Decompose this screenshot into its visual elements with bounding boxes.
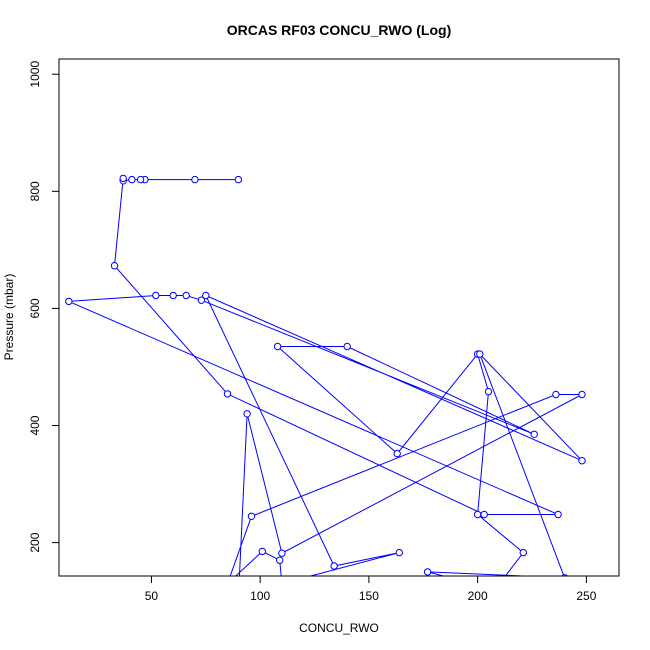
series-line bbox=[68, 178, 583, 576]
data-point bbox=[128, 175, 136, 184]
data-point bbox=[273, 342, 282, 351]
data-point bbox=[578, 390, 586, 399]
data-point bbox=[276, 556, 284, 564]
x-tick-label: 100 bbox=[250, 589, 270, 603]
data-point bbox=[473, 510, 482, 519]
data-point bbox=[235, 595, 241, 601]
data-point bbox=[119, 174, 127, 183]
x-tick-label: 50 bbox=[145, 589, 159, 603]
data-point bbox=[519, 548, 527, 557]
data-point bbox=[492, 586, 498, 592]
data-point bbox=[243, 410, 251, 418]
data-point bbox=[247, 512, 256, 520]
data-point bbox=[191, 175, 199, 184]
data-point bbox=[393, 449, 401, 458]
y-tick-label: 1000 bbox=[28, 61, 42, 88]
y-axis-label: Pressure (mbar) bbox=[2, 274, 16, 361]
data-point bbox=[152, 291, 160, 300]
data-point bbox=[202, 291, 210, 300]
x-axis: 50 100 150 200 250 bbox=[145, 575, 597, 603]
data-point bbox=[330, 562, 338, 570]
data-point bbox=[530, 430, 538, 438]
data-point bbox=[110, 262, 119, 270]
data-point bbox=[480, 510, 488, 519]
x-tick-label: 250 bbox=[576, 589, 596, 603]
data-point bbox=[169, 291, 177, 300]
data-point bbox=[343, 342, 351, 351]
data-point bbox=[578, 457, 586, 465]
plot-area bbox=[65, 174, 586, 601]
y-tick-label: 400 bbox=[28, 415, 42, 435]
y-axis: 200 400 600 800 1000 bbox=[28, 61, 60, 553]
x-tick-label: 150 bbox=[359, 589, 379, 603]
data-point bbox=[65, 297, 73, 306]
data-point bbox=[234, 175, 243, 184]
data-point bbox=[395, 548, 403, 557]
data-point bbox=[136, 175, 145, 184]
data-point bbox=[552, 390, 560, 399]
data-point bbox=[197, 296, 206, 304]
y-tick-label: 200 bbox=[28, 532, 42, 552]
data-point bbox=[258, 547, 266, 556]
data-point bbox=[278, 549, 286, 557]
x-tick-label: 200 bbox=[468, 589, 488, 603]
data-point bbox=[554, 510, 562, 519]
y-tick-label: 600 bbox=[28, 298, 42, 318]
data-point bbox=[279, 580, 285, 586]
data-point bbox=[476, 350, 484, 358]
data-point bbox=[484, 387, 493, 396]
data-point bbox=[423, 568, 432, 576]
data-point bbox=[224, 580, 230, 586]
chart-title: ORCAS RF03 CONCU_RWO (Log) bbox=[227, 22, 452, 38]
data-point bbox=[182, 291, 190, 300]
x-axis-label: CONCU_RWO bbox=[299, 621, 379, 635]
data-point bbox=[223, 390, 232, 398]
y-tick-label: 800 bbox=[28, 181, 42, 201]
